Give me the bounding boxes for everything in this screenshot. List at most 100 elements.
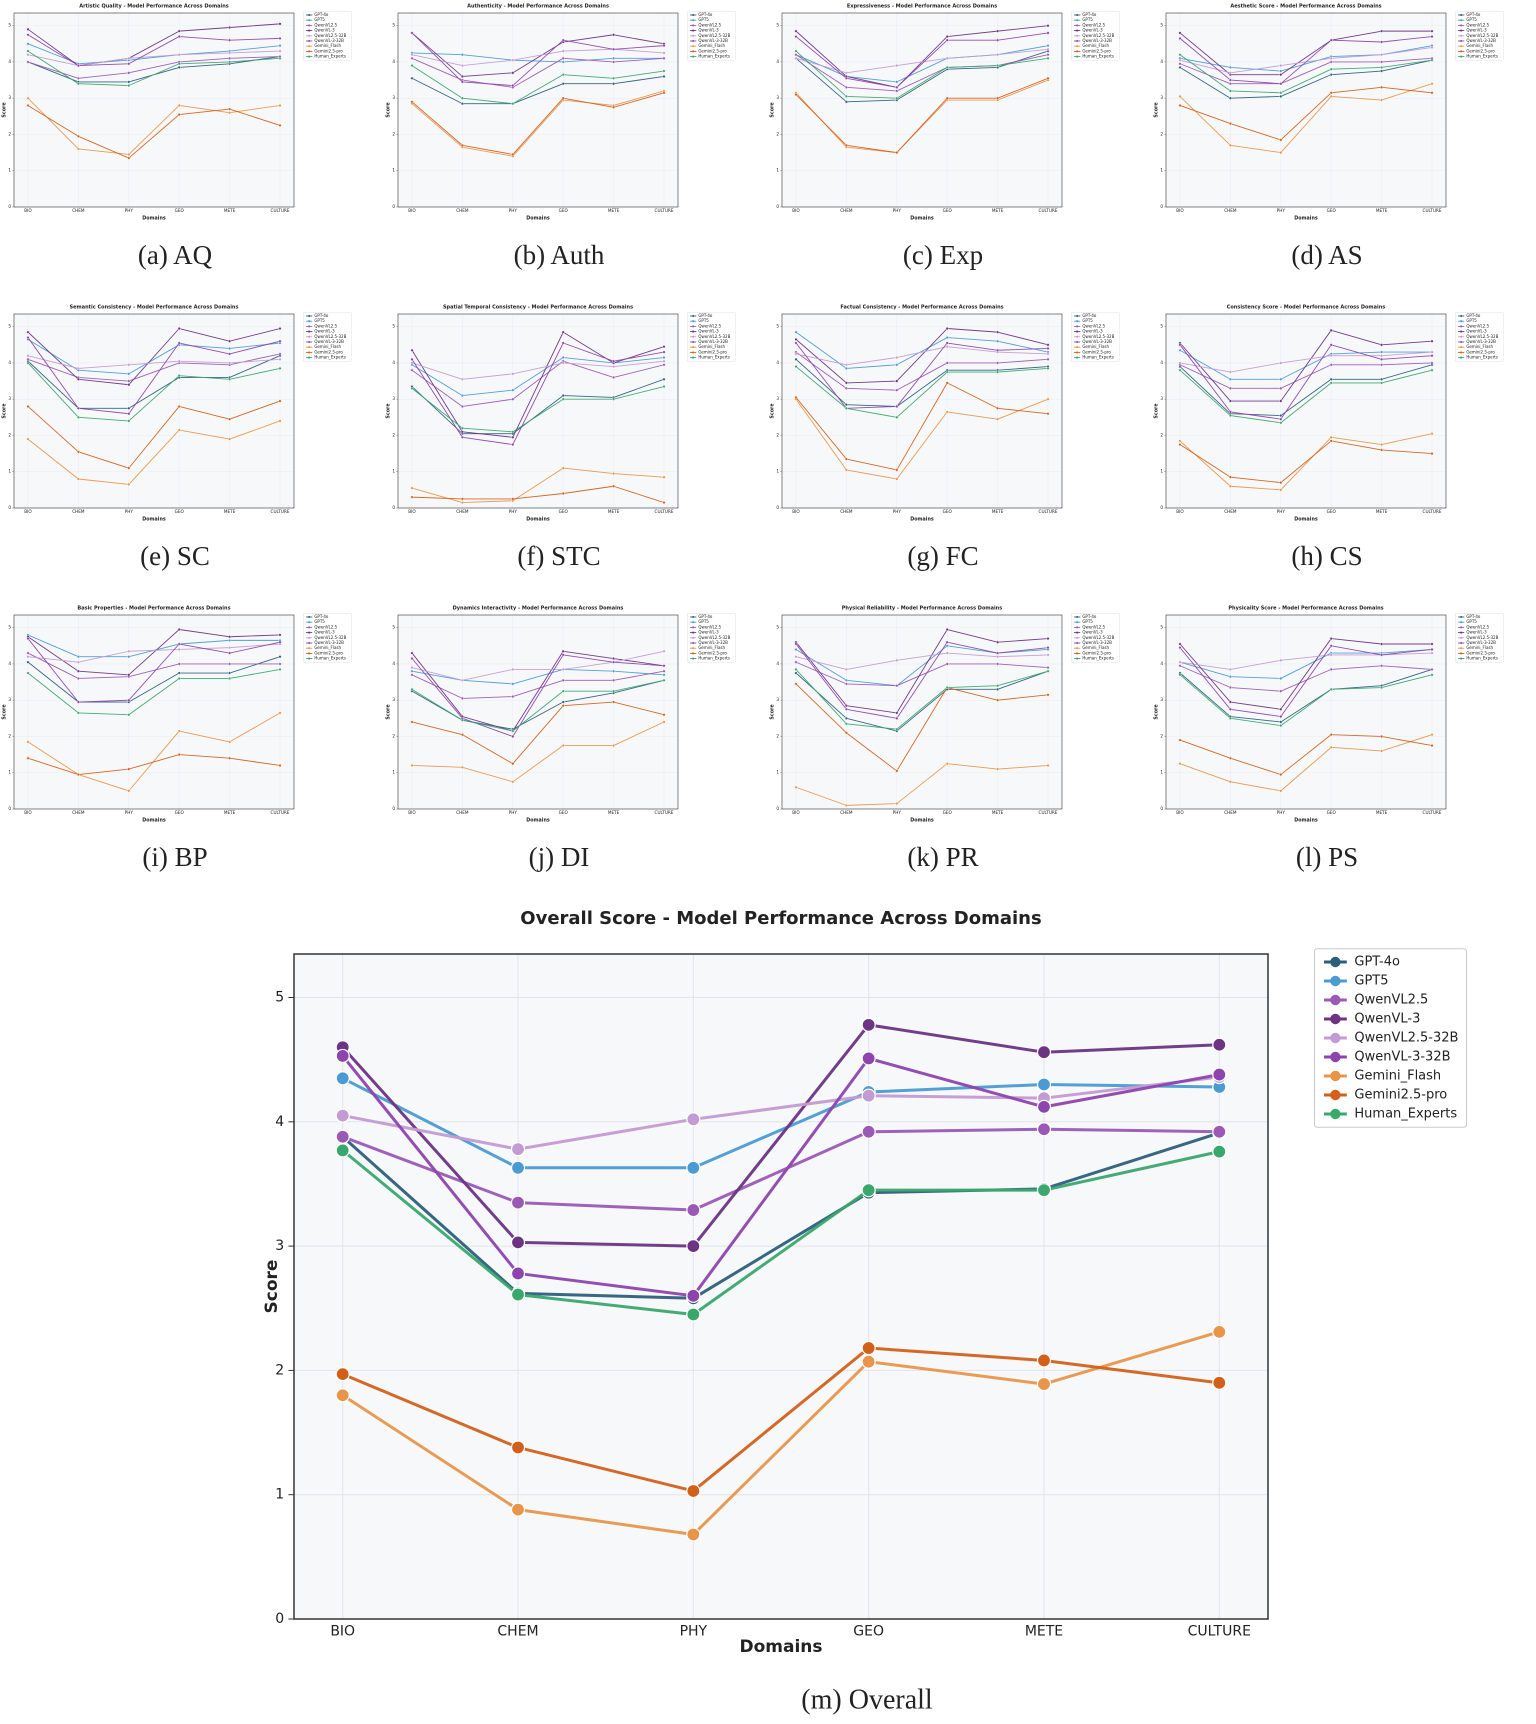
series-marker xyxy=(177,628,181,631)
series-marker xyxy=(510,1287,526,1302)
series-line xyxy=(27,638,281,703)
series-line xyxy=(1179,344,1433,420)
series-line xyxy=(27,420,281,485)
series-marker xyxy=(460,64,464,68)
series-marker xyxy=(511,372,515,376)
legend-marker xyxy=(1076,621,1079,624)
legend-marker xyxy=(308,34,311,37)
legend-label: GPT-4o xyxy=(1082,313,1097,318)
series-marker xyxy=(1329,667,1333,671)
series-marker xyxy=(26,361,30,365)
y-tick-label: 0 xyxy=(776,806,779,811)
series-marker xyxy=(127,649,131,653)
series-marker xyxy=(794,671,798,675)
series-marker xyxy=(460,696,464,700)
legend-label: Human_Experts xyxy=(1082,54,1114,59)
y-tick-label: 4 xyxy=(8,360,11,365)
legend-label: Gemini2.5-pro xyxy=(1466,349,1495,354)
series-line xyxy=(411,701,665,765)
legend-label: QwenVL2.5 xyxy=(1082,22,1105,27)
series-marker xyxy=(460,143,464,147)
series-marker xyxy=(1036,1183,1052,1198)
legend-label: QwenVL2.5-32B xyxy=(314,334,346,339)
series-marker xyxy=(410,669,414,673)
legend-marker xyxy=(308,621,311,624)
series-marker xyxy=(945,345,949,349)
legend-marker xyxy=(1076,325,1079,328)
legend-label: QwenVL-3 xyxy=(314,28,335,33)
series-marker xyxy=(1329,439,1333,443)
series-marker xyxy=(1178,343,1182,347)
plot-frame xyxy=(13,12,295,208)
series-marker xyxy=(26,437,30,441)
legend-label: QwenVL-3-32B xyxy=(698,640,728,645)
legend-label: QwenVL-3 xyxy=(1082,28,1103,33)
series-marker xyxy=(76,669,80,673)
series-marker xyxy=(278,633,282,637)
y-tick-label: 2 xyxy=(8,131,11,136)
series-marker xyxy=(1046,44,1050,48)
series-line xyxy=(411,485,665,503)
series-marker xyxy=(662,345,666,349)
legend-marker xyxy=(692,325,695,328)
legend-marker xyxy=(1460,641,1463,645)
series-marker xyxy=(410,53,414,57)
series-marker xyxy=(895,711,899,715)
legend-label: Gemini_Flash xyxy=(314,344,341,349)
series-marker xyxy=(1380,69,1384,73)
series-line xyxy=(1179,36,1433,85)
series-line xyxy=(795,661,1049,687)
series-line xyxy=(411,670,665,699)
series-marker xyxy=(662,673,666,677)
legend-marker xyxy=(1076,351,1079,354)
caption: (j) DI xyxy=(529,842,590,872)
caption: (b) Auth xyxy=(514,240,605,270)
x-axis-label: Domains xyxy=(142,818,166,824)
legend-marker xyxy=(1330,1108,1341,1120)
series-marker xyxy=(1228,410,1232,414)
series-marker xyxy=(945,370,949,374)
series-marker xyxy=(1046,56,1050,60)
series-marker xyxy=(1178,62,1182,66)
series-line xyxy=(27,50,281,67)
series-marker xyxy=(127,84,131,88)
legend-label: QwenVL2.5 xyxy=(314,624,337,629)
series-marker xyxy=(278,123,282,127)
legend-label: QwenVL-3 xyxy=(1354,1012,1420,1027)
series-marker xyxy=(1228,667,1232,671)
series-marker xyxy=(662,69,666,73)
legend-label: Gemini2.5-pro xyxy=(1354,1088,1447,1103)
caption: (h) CS xyxy=(1291,541,1362,571)
series-marker xyxy=(1046,412,1050,416)
legend-label: GPT5 xyxy=(698,17,709,22)
series-marker xyxy=(794,357,798,361)
series-marker xyxy=(1430,82,1434,86)
series-marker xyxy=(1046,31,1050,35)
chart: Dynamics Interactivity - Model Performan… xyxy=(386,606,736,872)
series-marker xyxy=(76,82,80,86)
legend-marker xyxy=(1460,621,1463,624)
legend-label: GPT5 xyxy=(1082,318,1093,323)
series-line xyxy=(341,1149,1220,1316)
x-tick-label: GEO xyxy=(559,509,569,514)
series-line xyxy=(411,668,665,685)
series-marker xyxy=(1046,53,1050,57)
y-axis-label: Score xyxy=(1154,403,1160,419)
plot-frame xyxy=(1165,614,1447,810)
x-tick-label: CHEM xyxy=(1224,509,1237,514)
legend: GPT-4oGPT5QwenVL2.5QwenVL-3QwenVL2.5-32B… xyxy=(687,11,736,61)
series-marker xyxy=(1430,91,1434,95)
caption: (i) BP xyxy=(142,842,207,872)
series-marker xyxy=(460,377,464,381)
series-line xyxy=(411,721,665,783)
legend-label: Human_Experts xyxy=(1082,355,1114,360)
series-marker xyxy=(177,327,181,330)
legend-label: GPT5 xyxy=(1354,974,1388,989)
series-line xyxy=(341,1054,1220,1298)
series-marker xyxy=(511,729,515,733)
legend-marker xyxy=(308,657,311,660)
x-tick-label: BIO xyxy=(408,810,416,815)
x-tick-label: CHEM xyxy=(840,509,853,514)
series-marker xyxy=(996,361,1000,365)
series-line xyxy=(27,643,281,663)
